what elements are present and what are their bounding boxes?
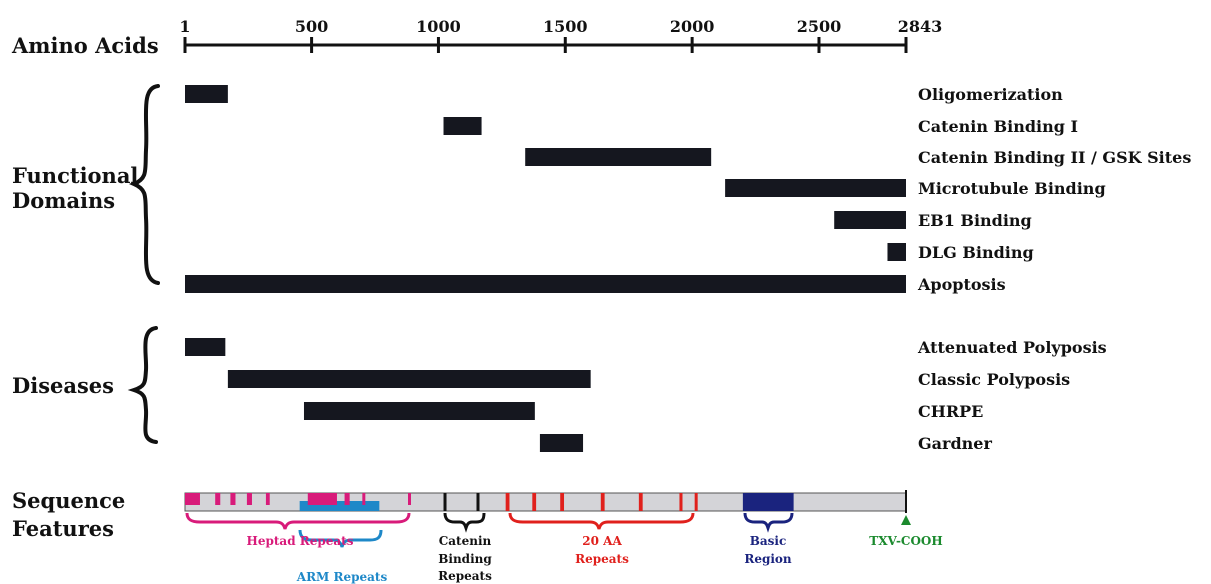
catenin-label-line1: Catenin (439, 534, 492, 548)
domain-label-oligomerization: Oligomerization (918, 85, 1063, 104)
basic-region-block (742, 493, 794, 511)
domain-label-catenin-binding-i: Catenin Binding I (918, 117, 1078, 136)
domain-bar-dlg-binding (887, 243, 906, 261)
domain-label-catenin-binding-ii-gsk-sites: Catenin Binding II / GSK Sites (918, 148, 1191, 167)
axis-tick-label: 1000 (416, 17, 461, 36)
disease-bar-attenuated-polyposis (185, 338, 226, 356)
aa20-label-line1: 20 AA (582, 534, 622, 548)
heptad-repeat-mark (344, 493, 350, 505)
heptad-repeat-mark (265, 493, 270, 505)
sequence-features-label-line2: Features (12, 516, 114, 541)
arm-brace (298, 529, 383, 548)
sequence-track-background (184, 492, 907, 512)
heptad-brace (185, 512, 411, 530)
diseases-brace (127, 326, 158, 444)
axis-tick-label: 1 (179, 17, 190, 36)
heptad-repeat-mark (185, 493, 200, 505)
domain-bar-catenin-binding-i (443, 117, 482, 135)
domain-bar-microtubule-binding (725, 179, 906, 197)
catenin-label-line3: Repeats (438, 569, 492, 583)
functional-domains-label-line2: Domains (12, 188, 115, 213)
axis-label: Amino Acids (11, 33, 159, 58)
amino-acid-axis: 1 500 1000 1500 2000 2500 2843 (179, 17, 942, 53)
sequence-features-label-line1: Sequence (12, 488, 125, 513)
functional-domains-brace (128, 84, 160, 285)
catenin-label-line2: Binding (438, 552, 492, 566)
disease-rows: Attenuated Polyposis Classic Polyposis CHR… (185, 338, 1107, 453)
axis-tick-label: 2500 (797, 17, 842, 36)
domain-bar-eb1-binding (834, 211, 906, 229)
catenin-repeat-mark (476, 493, 480, 511)
axis-tick-label: 1500 (543, 17, 588, 36)
heptad-repeat-mark (407, 493, 411, 505)
disease-label-chrpe: CHRPE (918, 402, 983, 421)
catenin-brace (443, 512, 486, 533)
disease-label-gardner: Gardner (918, 434, 992, 453)
domain-label-eb1-binding: EB1 Binding (918, 211, 1032, 230)
arm-repeats-label: ARM Repeats (296, 570, 388, 584)
heptad-repeat-mark (246, 493, 252, 505)
domain-label-microtubule-binding: Microtubule Binding (918, 179, 1106, 198)
aa20-repeat-mark (505, 493, 510, 511)
aa20-repeat-mark (532, 493, 537, 511)
basic-label-line2: Region (744, 552, 792, 566)
disease-label-attenuated-polyposis: Attenuated Polyposis (917, 338, 1107, 357)
heptad-repeats-label: Heptad Repeats (247, 534, 354, 548)
disease-bar-gardner (539, 434, 584, 452)
catenin-repeat-mark (443, 493, 447, 511)
aa20-repeat-mark (638, 493, 643, 511)
domain-label-apoptosis: Apoptosis (917, 275, 1006, 294)
aa20-label-line2: Repeats (575, 552, 629, 566)
sequence-feature-track (184, 490, 907, 513)
disease-label-classic-polyposis: Classic Polyposis (918, 370, 1070, 389)
aa20-repeat-mark (560, 493, 565, 511)
heptad-repeat-mark (230, 493, 236, 505)
domain-bar-oligomerization (185, 85, 228, 103)
axis-tick-label: 2843 (898, 17, 943, 36)
basic-brace (743, 512, 794, 533)
basic-label-line1: Basic (750, 534, 787, 548)
domain-label-dlg-binding: DLG Binding (918, 243, 1034, 262)
disease-bar-chrpe (303, 402, 535, 420)
txv-arrow-icon (901, 515, 911, 525)
axis-tick-label: 500 (295, 17, 328, 36)
diseases-label: Diseases (12, 373, 114, 398)
functional-domains-label-line1: Functional (12, 163, 138, 188)
aa20-repeat-mark (600, 493, 605, 511)
arm-repeat-block (299, 501, 380, 511)
txv-cooh-label: TXV-COOH (869, 534, 942, 548)
heptad-repeat-mark (215, 493, 221, 505)
domain-bar-catenin-binding-ii-gsk-sites (525, 148, 712, 166)
domain-bar-apoptosis (185, 275, 906, 293)
heptad-repeat-mark (307, 493, 337, 505)
aa20-repeat-mark (694, 493, 698, 511)
aa20-brace (508, 512, 695, 530)
heptad-repeat-mark (362, 493, 366, 505)
disease-bar-classic-polyposis (227, 370, 591, 388)
aa20-repeat-mark (679, 493, 683, 511)
axis-tick-label: 2000 (670, 17, 715, 36)
functional-domain-rows: Oligomerization Catenin Binding I Catenin … (185, 85, 1191, 294)
